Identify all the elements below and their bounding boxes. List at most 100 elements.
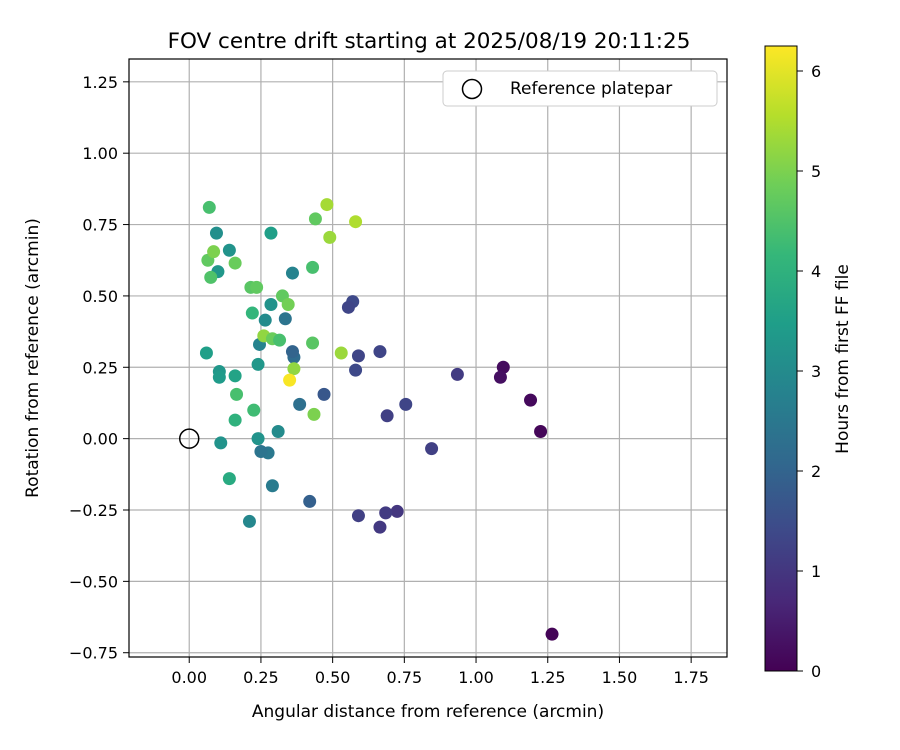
y-tick-label: 0.00 <box>82 430 118 449</box>
reference-point-group <box>178 428 200 449</box>
data-point <box>245 306 259 320</box>
y-tick-label: 0.75 <box>82 216 118 235</box>
grid-lines <box>129 59 727 657</box>
data-point <box>379 506 393 520</box>
data-point <box>273 333 287 347</box>
data-point <box>317 387 331 401</box>
y-axis-ticks: −0.75 −0.50 −0.25 0.00 0.25 0.50 0.75 1.00 1.25 <box>69 73 129 663</box>
data-point <box>373 520 387 534</box>
data-point <box>341 300 355 314</box>
data-point <box>281 297 295 311</box>
data-point <box>228 369 242 383</box>
x-tick-label: 0.50 <box>315 668 351 687</box>
data-point <box>228 256 242 270</box>
data-point <box>351 509 365 523</box>
data-point <box>293 397 307 411</box>
data-point <box>425 442 439 456</box>
data-point <box>214 436 228 450</box>
y-axis-label: Rotation from reference (arcmin) <box>23 218 43 498</box>
y-tick-label: −0.50 <box>69 572 118 591</box>
data-point <box>285 266 299 280</box>
y-tick-label: 0.50 <box>82 287 118 306</box>
chart-title: FOV centre drift starting at 2025/08/19 … <box>168 29 691 54</box>
data-point <box>230 387 244 401</box>
data-point <box>212 370 226 384</box>
y-tick-label: −0.75 <box>69 644 118 663</box>
x-tick-label: 1.75 <box>673 668 709 687</box>
data-point <box>323 230 337 244</box>
x-axis-label: Angular distance from reference (arcmin) <box>252 702 604 722</box>
colorbar <box>764 45 798 672</box>
legend-entry-reference: Reference platepar <box>510 79 672 99</box>
x-tick-label: 1.25 <box>530 668 566 687</box>
data-point <box>222 472 236 486</box>
data-point <box>399 397 413 411</box>
data-point <box>265 479 279 493</box>
data-point <box>351 349 365 363</box>
data-point <box>271 425 285 439</box>
data-point <box>390 504 404 518</box>
data-point <box>373 345 387 359</box>
data-point <box>283 373 297 387</box>
data-point <box>264 226 278 240</box>
data-point <box>222 243 236 257</box>
colorbar-tick-label: 4 <box>811 262 821 281</box>
data-point <box>250 280 264 294</box>
scatter-points <box>199 198 559 641</box>
x-tick-label: 1.50 <box>602 668 638 687</box>
data-point <box>285 345 299 359</box>
data-point <box>493 370 507 384</box>
data-point <box>524 393 538 407</box>
y-tick-label: −0.25 <box>69 501 118 520</box>
data-point <box>247 403 261 417</box>
data-point <box>254 444 268 458</box>
data-point <box>307 407 321 421</box>
x-tick-label: 1.00 <box>458 668 494 687</box>
data-point <box>308 212 322 226</box>
y-tick-label: 0.25 <box>82 358 118 377</box>
data-point <box>545 627 559 641</box>
colorbar-label: Hours from first FF file <box>833 264 853 454</box>
data-point <box>209 226 223 240</box>
data-point <box>202 200 216 214</box>
x-tick-label: 0.75 <box>387 668 423 687</box>
data-point <box>306 336 320 350</box>
data-point <box>207 245 221 259</box>
y-tick-label: 1.00 <box>82 144 118 163</box>
data-point <box>242 514 256 528</box>
data-point <box>349 363 363 377</box>
data-point <box>380 409 394 423</box>
data-point <box>287 362 301 376</box>
colorbar-tick-label: 3 <box>811 362 821 381</box>
data-point <box>306 260 320 274</box>
colorbar-tick-label: 5 <box>811 162 821 181</box>
colorbar-tick-label: 1 <box>811 562 821 581</box>
x-tick-label: 0.00 <box>171 668 207 687</box>
y-tick-label: 1.25 <box>82 73 118 92</box>
colorbar-tick-label: 6 <box>811 62 821 81</box>
data-point <box>450 367 464 381</box>
colorbar-ticks: 0 1 2 3 4 5 6 <box>797 62 821 681</box>
data-point <box>251 357 265 371</box>
colorbar-tick-label: 0 <box>811 662 821 681</box>
data-point <box>496 360 510 374</box>
data-point <box>228 413 242 427</box>
plot-frame <box>128 58 728 658</box>
data-point <box>278 312 292 326</box>
x-axis-ticks: 0.00 0.25 0.50 0.75 1.00 1.25 1.50 1.75 <box>171 657 709 687</box>
colorbar-tick-label: 2 <box>811 462 821 481</box>
reference-platepar-marker <box>178 428 200 449</box>
data-point <box>534 425 548 439</box>
data-point <box>258 313 272 327</box>
data-point <box>349 215 363 229</box>
data-point <box>199 346 213 360</box>
legend-reference-marker <box>461 78 483 100</box>
data-point <box>264 297 278 311</box>
data-point <box>334 346 348 360</box>
x-tick-label: 0.25 <box>243 668 279 687</box>
data-point <box>204 270 218 284</box>
legend-box <box>442 70 718 107</box>
data-point <box>303 494 317 508</box>
data-point <box>251 432 265 446</box>
